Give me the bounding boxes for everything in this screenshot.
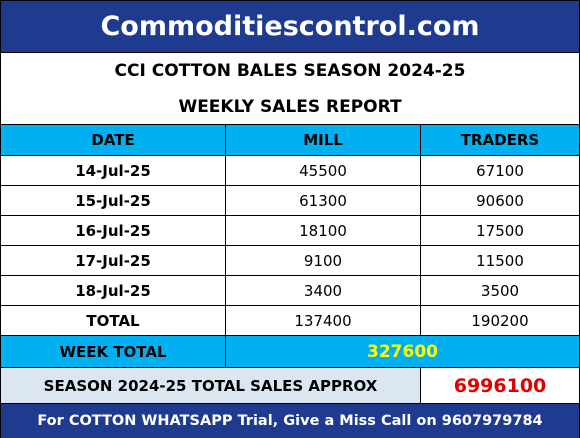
value-cell: 11500 <box>476 251 524 270</box>
column-header: DATE <box>1 125 226 155</box>
date-cell: 18-Jul-25 <box>1 276 226 305</box>
value-cell: 18100 <box>226 216 421 245</box>
week-total-value: 327600 <box>367 341 438 362</box>
season-total-label: SEASON 2024-25 TOTAL SALES APPROX <box>1 368 421 403</box>
data-row: 15-Jul-25 61300 90600 <box>1 186 579 216</box>
site-header: Commoditiescontrol.com <box>1 1 579 53</box>
value-cell: 137400 <box>226 306 421 335</box>
total-row: TOTAL 137400 190200 <box>1 306 579 336</box>
value-cell: 3500 <box>480 281 520 300</box>
value-cell: 3400 <box>226 276 421 305</box>
data-row: 17-Jul-25 9100 11500 <box>1 246 579 276</box>
value-cell: 190200 <box>471 311 529 330</box>
report-subtitle: WEEKLY SALES REPORT <box>1 89 579 125</box>
data-row: 16-Jul-25 18100 17500 <box>1 216 579 246</box>
date-cell: 15-Jul-25 <box>1 186 226 215</box>
date-cell: TOTAL <box>1 306 226 335</box>
column-header: MILL <box>226 125 421 155</box>
sales-table: DATE MILL TRADERS 14-Jul-25 45500 67100 15-Jul… <box>1 125 579 336</box>
footer: For COTTON WHATSAPP Trial, Give a Miss C… <box>1 404 579 438</box>
value-cell: 45500 <box>226 156 421 185</box>
column-header: TRADERS <box>460 131 540 149</box>
data-row: 18-Jul-25 3400 3500 <box>1 276 579 306</box>
value-cell: 90600 <box>476 191 524 210</box>
value-cell: 17500 <box>476 221 524 240</box>
week-total-label: WEEK TOTAL <box>1 336 226 367</box>
header-row: DATE MILL TRADERS <box>1 125 579 156</box>
value-cell: 61300 <box>226 186 421 215</box>
report-title: CCI COTTON BALES SEASON 2024-25 <box>114 61 466 81</box>
date-cell: 14-Jul-25 <box>1 156 226 185</box>
season-total-value: 6996100 <box>421 368 579 403</box>
data-row: 14-Jul-25 45500 67100 <box>1 156 579 186</box>
date-cell: 16-Jul-25 <box>1 216 226 245</box>
date-cell: 17-Jul-25 <box>1 246 226 275</box>
value-cell: 67100 <box>476 161 524 180</box>
week-total-row: WEEK TOTAL 327600 <box>1 336 579 368</box>
season-total-row: SEASON 2024-25 TOTAL SALES APPROX 699610… <box>1 368 579 404</box>
value-cell: 9100 <box>226 246 421 275</box>
